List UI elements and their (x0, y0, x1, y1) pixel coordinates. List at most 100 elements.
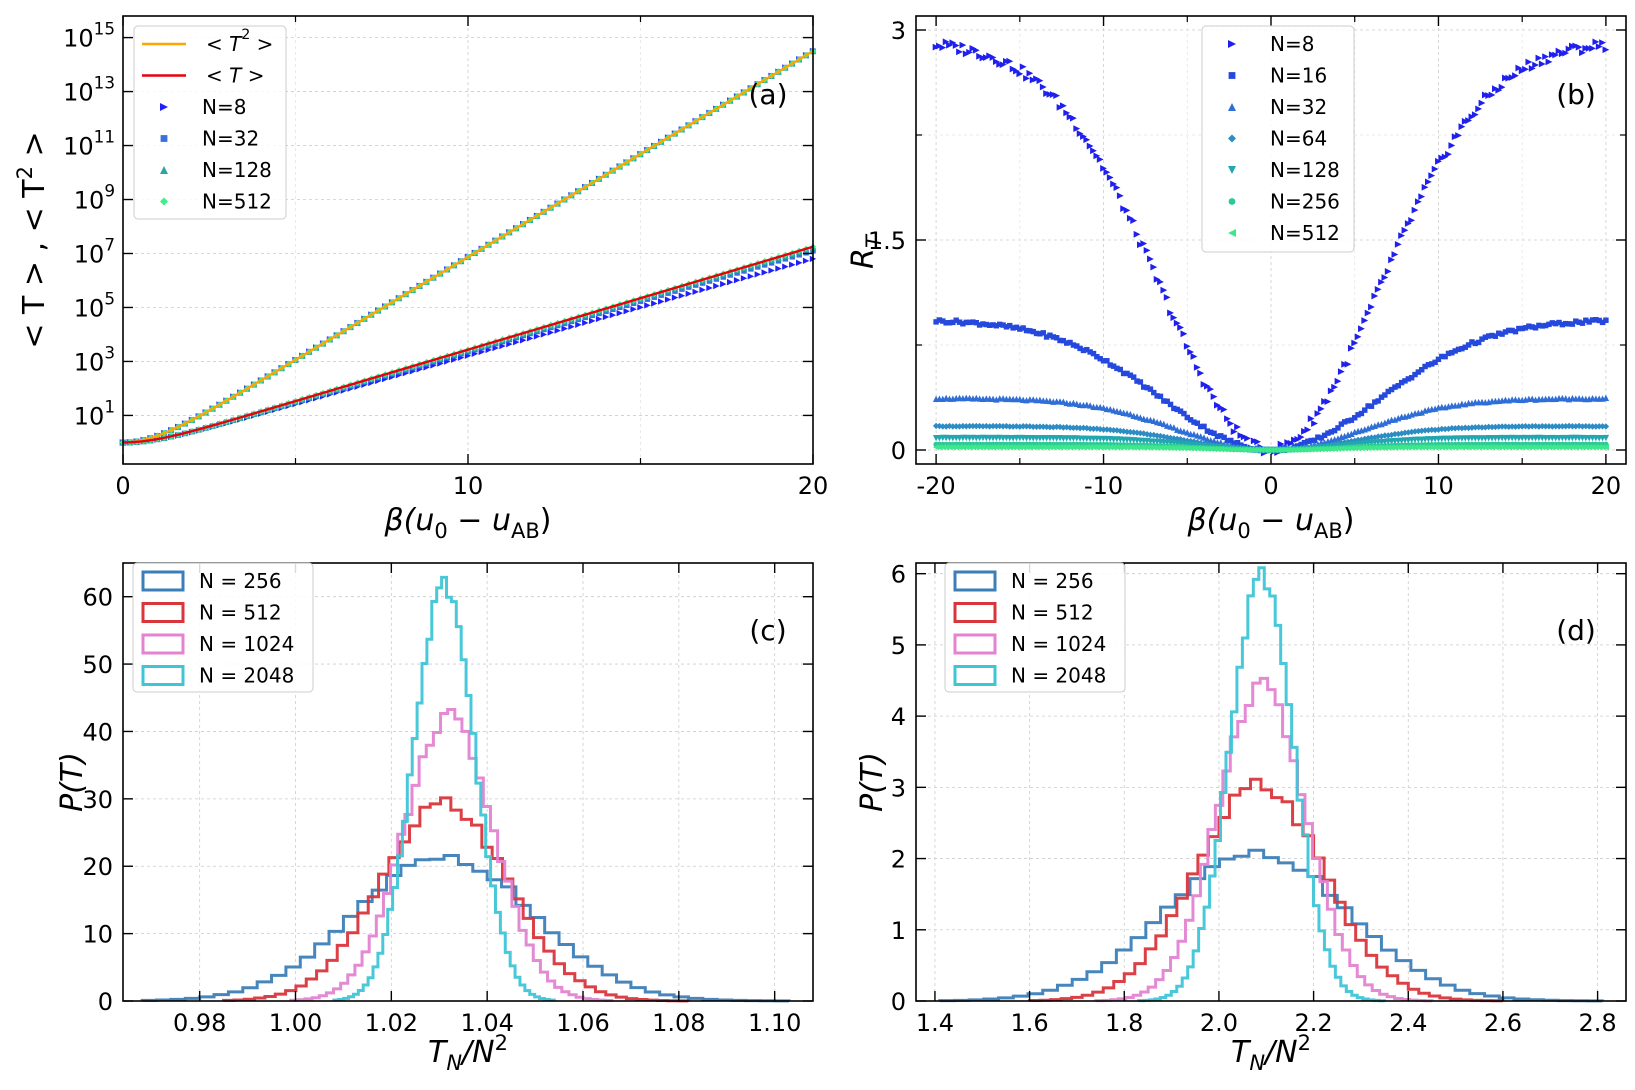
y-tick-label: 30 (82, 786, 113, 814)
legend-marker (1228, 134, 1236, 143)
legend-box (132, 562, 314, 693)
x-tick-label: 2.0 (1200, 1009, 1238, 1037)
data-point (966, 422, 973, 430)
data-point (1090, 350, 1097, 357)
data-point (1026, 444, 1034, 451)
data-point (1471, 111, 1479, 119)
data-point (1143, 246, 1151, 254)
panel-label: (d) (1556, 614, 1596, 647)
data-point (1438, 444, 1446, 451)
data-point (966, 443, 973, 451)
data-point (1210, 445, 1218, 453)
data-point-T (526, 335, 534, 342)
data-point (1019, 63, 1027, 71)
data-point (1462, 444, 1469, 451)
data-point (1150, 431, 1157, 439)
data-point (1140, 240, 1148, 247)
data-point (1522, 65, 1529, 73)
data-point (1050, 423, 1057, 431)
data-point (1536, 322, 1542, 329)
x-tick-label: 0.98 (173, 1009, 226, 1037)
data-point (1150, 263, 1158, 271)
data-point (1408, 216, 1416, 224)
data-point (1358, 410, 1365, 417)
data-point (1586, 319, 1592, 325)
histogram-series (1094, 676, 1434, 1003)
data-point (1281, 446, 1288, 454)
data-point (1455, 346, 1462, 353)
y-tick-label: 20 (82, 853, 113, 881)
data-point (1201, 423, 1207, 430)
data-point (1385, 388, 1391, 395)
data-point (1465, 342, 1472, 348)
legend-swatch (141, 665, 185, 686)
data-point-T (575, 321, 582, 328)
data-point (956, 48, 963, 56)
data-point (1515, 423, 1523, 430)
data-point (1113, 427, 1121, 434)
data-point (1455, 444, 1462, 451)
data-point (1542, 423, 1549, 430)
data-point (1150, 417, 1157, 424)
legend-marker (1228, 72, 1236, 79)
data-point (1197, 423, 1204, 430)
data-point (1057, 337, 1063, 344)
y-tick-label-part: 10 (63, 79, 94, 107)
data-point (1023, 74, 1030, 82)
data-point (1468, 443, 1476, 451)
data-point (1006, 443, 1013, 451)
data-point-T (664, 296, 672, 303)
data-point (1130, 374, 1137, 380)
data-point (1412, 371, 1418, 378)
data-point (1067, 339, 1073, 346)
data-point (980, 321, 986, 327)
x-axis-label: β(u0 − uAB) (384, 503, 552, 543)
legend-label: N = 512 (199, 601, 282, 625)
data-point (1395, 444, 1402, 451)
data-point (1060, 337, 1067, 344)
data-point (1036, 77, 1044, 85)
data-point (1402, 378, 1408, 384)
data-point (1492, 443, 1499, 451)
data-point (1448, 443, 1456, 451)
data-point (1425, 444, 1432, 451)
data-point (1006, 423, 1013, 430)
data-point (1147, 444, 1154, 451)
data-point (989, 422, 997, 430)
data-point (1462, 344, 1468, 350)
data-point (1485, 333, 1492, 339)
data-point (1241, 446, 1248, 453)
data-point (1478, 99, 1486, 107)
data-point (1505, 423, 1512, 430)
data-point (1190, 445, 1198, 452)
data-point (1063, 443, 1070, 451)
data-point (1546, 321, 1552, 328)
data-point (1174, 406, 1180, 413)
data-point (1398, 232, 1406, 240)
data-point (1003, 444, 1010, 451)
data-point (1308, 437, 1314, 444)
data-point (1093, 425, 1101, 432)
data-point (1013, 423, 1020, 430)
data-point (949, 443, 957, 451)
data-point (1562, 49, 1570, 57)
data-point (1525, 443, 1533, 451)
data-point (1043, 334, 1050, 340)
x-tick-label: 2.8 (1579, 1009, 1617, 1037)
legend-marker (160, 135, 168, 142)
data-point (1193, 363, 1201, 371)
data-point (1431, 444, 1439, 451)
data-point (1545, 443, 1553, 451)
data-point (1123, 444, 1131, 451)
legend-label: N=16 (1270, 64, 1327, 88)
data-point (1602, 46, 1610, 54)
data-point (952, 42, 960, 49)
data-point (976, 322, 983, 328)
data-point-T (678, 292, 686, 299)
data-point-T (582, 319, 589, 327)
data-point (1086, 444, 1094, 451)
data-point (1020, 325, 1026, 331)
data-point (1582, 444, 1590, 451)
data-point (1234, 446, 1241, 453)
data-point (1472, 444, 1479, 451)
